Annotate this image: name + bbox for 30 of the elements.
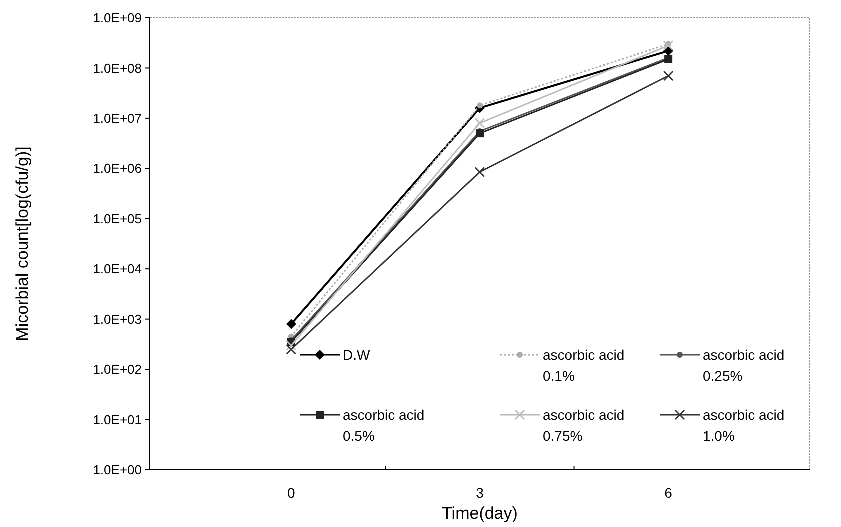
x-tick-label: 0: [288, 485, 296, 501]
legend-label: ascorbic acid 1.0%: [703, 406, 785, 444]
y-tick-label: 1.0E+08: [93, 60, 142, 76]
y-tick-label: 1.0E+04: [93, 262, 142, 277]
legend-label: ascorbic acid 0.75%: [543, 406, 625, 444]
point: [286, 319, 296, 330]
y-tick-label: 1.0E+02: [93, 362, 142, 378]
y-tick-label: 1.0E+06: [93, 161, 142, 176]
point: [664, 40, 674, 51]
y-tick-label: 1.0E+03: [93, 312, 142, 327]
y-tick-label: 1.0E+01: [93, 412, 142, 428]
point: [664, 55, 673, 64]
point: [475, 118, 485, 128]
x-tick-label: 6: [664, 485, 673, 501]
x-tick-label: 3: [476, 485, 484, 501]
y-tick-label: 1.0E+00: [93, 462, 142, 478]
legend-label: D.W: [343, 346, 371, 363]
legend-label: ascorbic acid 0.25%: [703, 346, 785, 384]
y-tick-label: 1.0E+09: [93, 10, 142, 26]
point: [477, 102, 483, 109]
point: [476, 130, 484, 138]
point: [664, 71, 674, 81]
point: [475, 167, 485, 178]
y-axis-title: Micorbial count[log(cfu/g)]: [13, 146, 32, 342]
y-tick-label: 1.0E+05: [93, 211, 142, 226]
legend-label: ascorbic acid 0.1%: [543, 346, 625, 384]
legend-label: ascorbic acid 0.5%: [343, 406, 425, 444]
point: [286, 344, 296, 355]
y-tick-label: 1.0E+07: [93, 110, 142, 126]
x-axis-title: Time(day): [442, 504, 518, 523]
